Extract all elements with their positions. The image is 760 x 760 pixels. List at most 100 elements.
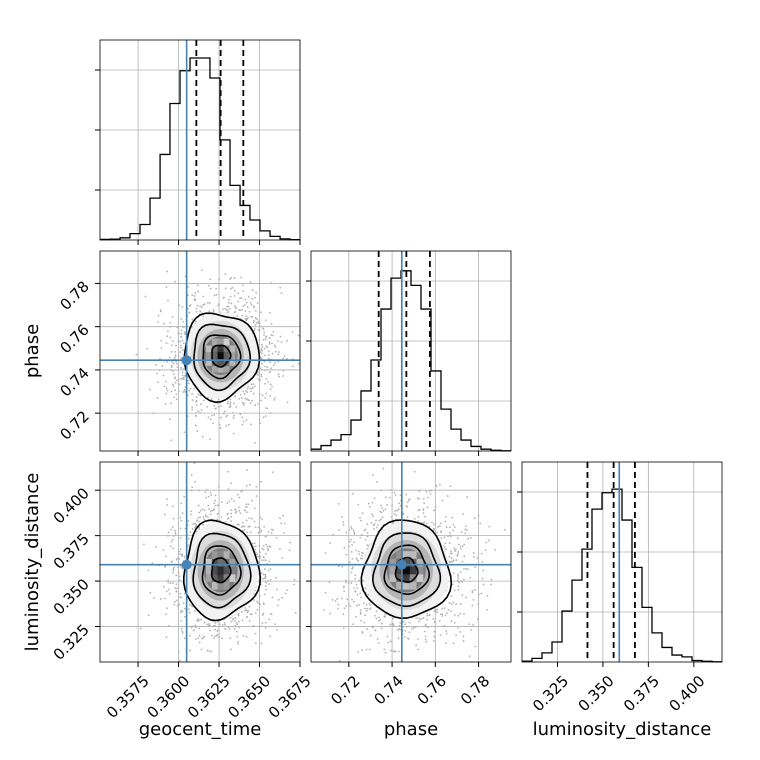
sample-point bbox=[237, 640, 239, 643]
sample-point bbox=[177, 587, 180, 590]
sample-point bbox=[461, 545, 464, 548]
sample-point bbox=[332, 533, 335, 536]
sample-point bbox=[254, 385, 256, 388]
sample-point bbox=[208, 310, 211, 313]
sample-point bbox=[191, 318, 194, 321]
sample-point bbox=[178, 603, 181, 606]
sample-point bbox=[481, 560, 484, 563]
sample-point bbox=[243, 529, 246, 531]
sample-point bbox=[284, 592, 287, 595]
sample-point bbox=[426, 614, 429, 617]
sample-point bbox=[274, 623, 277, 626]
sample-point bbox=[444, 515, 447, 518]
sample-point bbox=[166, 360, 169, 363]
sample-point bbox=[223, 296, 225, 299]
sample-point bbox=[343, 590, 346, 593]
sample-point bbox=[184, 615, 186, 618]
sample-point bbox=[356, 558, 359, 561]
sample-point bbox=[351, 558, 354, 560]
contour-line bbox=[201, 545, 242, 596]
sample-point bbox=[253, 327, 256, 330]
sample-point bbox=[220, 637, 223, 640]
x-tick-label: 0.74 bbox=[370, 672, 406, 708]
sample-point bbox=[440, 537, 443, 540]
sample-point bbox=[164, 555, 167, 558]
sample-point bbox=[369, 634, 372, 637]
sample-point bbox=[222, 308, 224, 311]
sample-point bbox=[249, 402, 252, 405]
y-tick-label: 0.375 bbox=[50, 530, 93, 573]
sample-point bbox=[188, 389, 190, 392]
sample-point bbox=[252, 599, 255, 601]
sample-point bbox=[457, 575, 459, 577]
sample-point bbox=[430, 489, 433, 492]
density-cell bbox=[211, 566, 218, 575]
sample-point bbox=[494, 548, 496, 551]
sample-point bbox=[261, 614, 264, 616]
panel-content bbox=[100, 251, 304, 451]
sample-point bbox=[437, 526, 440, 528]
sample-point bbox=[436, 608, 439, 611]
sample-point bbox=[472, 552, 475, 554]
sample-point bbox=[213, 404, 216, 407]
sample-point bbox=[363, 621, 366, 624]
sample-point bbox=[445, 632, 448, 635]
sample-point bbox=[277, 340, 279, 342]
sample-point bbox=[180, 332, 183, 335]
sample-point bbox=[254, 545, 257, 548]
sample-point bbox=[459, 545, 462, 548]
sample-point bbox=[297, 362, 300, 365]
sample-point bbox=[238, 506, 240, 509]
sample-point bbox=[233, 627, 236, 630]
sample-point bbox=[227, 488, 230, 491]
sample-point bbox=[193, 295, 196, 297]
sample-point bbox=[375, 519, 377, 522]
sample-point bbox=[208, 623, 211, 625]
sample-point bbox=[408, 621, 411, 624]
sample-point bbox=[230, 620, 233, 623]
sample-point bbox=[245, 609, 248, 611]
sample-point bbox=[334, 600, 337, 602]
sample-point bbox=[406, 516, 409, 518]
sample-point bbox=[247, 503, 250, 506]
panel-content bbox=[311, 462, 511, 662]
sample-point bbox=[423, 630, 426, 633]
sample-point bbox=[397, 637, 400, 640]
sample-point bbox=[195, 396, 198, 399]
sample-point bbox=[245, 511, 248, 514]
sample-point bbox=[268, 341, 271, 344]
sample-point bbox=[193, 387, 196, 390]
sample-point bbox=[375, 481, 378, 483]
sample-point bbox=[254, 296, 257, 299]
sample-point bbox=[254, 612, 257, 614]
sample-point bbox=[264, 397, 267, 399]
sample-point bbox=[227, 517, 230, 519]
sample-point bbox=[165, 636, 168, 639]
sample-point bbox=[302, 406, 304, 408]
sample-point bbox=[337, 603, 340, 606]
sample-point bbox=[147, 569, 150, 572]
sample-point bbox=[246, 531, 249, 534]
sample-point bbox=[384, 496, 387, 499]
sample-point bbox=[297, 334, 300, 337]
sample-point bbox=[241, 525, 244, 528]
sample-point bbox=[425, 522, 428, 525]
sample-point bbox=[235, 622, 238, 624]
sample-point bbox=[247, 385, 250, 388]
sample-point bbox=[179, 536, 182, 539]
sample-point bbox=[209, 418, 212, 421]
sample-point bbox=[237, 292, 240, 295]
sample-point bbox=[179, 340, 181, 343]
sample-point bbox=[373, 523, 376, 526]
sample-point bbox=[149, 388, 151, 391]
sample-point bbox=[226, 502, 229, 504]
x-tick-label: 0.375 bbox=[620, 672, 663, 715]
sample-point bbox=[264, 627, 267, 629]
sample-point bbox=[278, 351, 280, 353]
sample-point bbox=[291, 331, 294, 333]
sample-point bbox=[312, 567, 314, 569]
sample-point bbox=[229, 403, 232, 405]
density-cell bbox=[396, 574, 403, 582]
sample-point bbox=[212, 637, 215, 640]
sample-point bbox=[445, 642, 447, 645]
